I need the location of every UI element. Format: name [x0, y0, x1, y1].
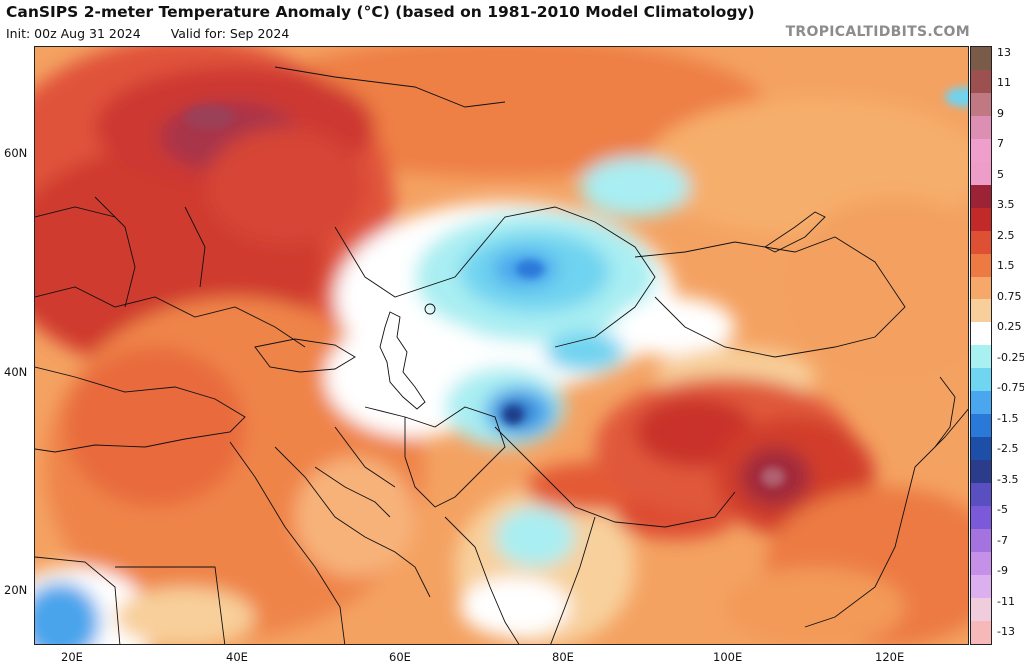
colorbar-swatch — [971, 414, 991, 438]
colorbar-label: -7 — [997, 533, 1008, 547]
colorbar-swatch — [971, 368, 991, 392]
colorbar-swatch — [971, 207, 991, 231]
colorbar-label: -1.5 — [997, 411, 1019, 425]
map-canvas — [35, 47, 968, 644]
lon-label-20e: 20E — [61, 650, 83, 664]
colorbar-label: -9 — [997, 564, 1008, 578]
init-time: Init: 00z Aug 31 2024 — [6, 26, 141, 41]
colorbar-label: -13 — [997, 625, 1015, 638]
colorbar-swatch — [971, 483, 991, 507]
anomaly-field — [35, 47, 968, 644]
colorbar — [970, 46, 992, 645]
colorbar-swatch — [971, 115, 991, 139]
colorbar-label: -2.5 — [997, 442, 1019, 456]
colorbar-label: -0.25 — [997, 350, 1024, 364]
colorbar-swatch — [971, 47, 991, 70]
colorbar-swatch — [971, 161, 991, 185]
lon-label-40e: 40E — [226, 650, 248, 664]
colorbar-swatch — [971, 391, 991, 415]
colorbar-label: 1.5 — [997, 259, 1015, 273]
colorbar-swatch — [971, 253, 991, 277]
colorbar-swatch — [971, 322, 991, 346]
colorbar-swatch — [971, 551, 991, 575]
brand-watermark: TROPICALTIDBITS.COM — [785, 24, 970, 40]
lat-label-40n: 40N — [4, 365, 28, 379]
lat-label-60n: 60N — [4, 146, 28, 160]
lon-label-80e: 80E — [552, 650, 574, 664]
colorbar-label: 3.5 — [997, 198, 1015, 212]
colorbar-label: 13 — [997, 46, 1011, 59]
colorbar-label: -3.5 — [997, 472, 1019, 486]
colorbar-swatch — [971, 276, 991, 300]
colorbar-label: -0.75 — [997, 381, 1024, 395]
small-anomalies — [185, 87, 968, 487]
colorbar-swatch — [971, 437, 991, 461]
colorbar-label: 0.75 — [997, 289, 1022, 303]
colorbar-swatch — [971, 230, 991, 254]
colorbar-label: -5 — [997, 503, 1008, 517]
colorbar-label: 9 — [997, 106, 1004, 120]
colorbar-swatch — [971, 620, 991, 644]
map-subtitle: Init: 00z Aug 31 2024 Valid for: Sep 2024 — [6, 26, 289, 41]
colorbar-swatch — [971, 69, 991, 93]
colorbar-label: 7 — [997, 137, 1004, 151]
colorbar-swatch — [971, 506, 991, 530]
colorbar-label: 0.25 — [997, 320, 1022, 334]
boundary-lines — [35, 66, 968, 644]
valid-time: Valid for: Sep 2024 — [170, 26, 290, 41]
colorbar-swatch — [971, 460, 991, 484]
colorbar-swatch — [971, 138, 991, 162]
colorbar-swatch — [971, 92, 991, 116]
lon-label-120e: 120E — [875, 650, 905, 664]
colorbar-label: 11 — [997, 76, 1011, 90]
map-title: CanSIPS 2-meter Temperature Anomaly (°C)… — [6, 3, 755, 21]
colorbar-label: 2.5 — [997, 228, 1015, 242]
colorbar-swatch — [971, 574, 991, 598]
lon-label-60e: 60E — [389, 650, 411, 664]
colorbar-swatch — [971, 597, 991, 621]
colorbar-swatch — [971, 529, 991, 552]
anomaly-map — [34, 46, 969, 645]
colorbar-swatch — [971, 299, 991, 323]
lon-label-100e: 100E — [713, 650, 743, 664]
colorbar-swatch — [971, 184, 991, 208]
colorbar-swatch — [971, 345, 991, 369]
colorbar-label: 5 — [997, 167, 1004, 181]
lat-label-20n: 20N — [4, 583, 28, 597]
colorbar-label: -11 — [997, 594, 1015, 608]
